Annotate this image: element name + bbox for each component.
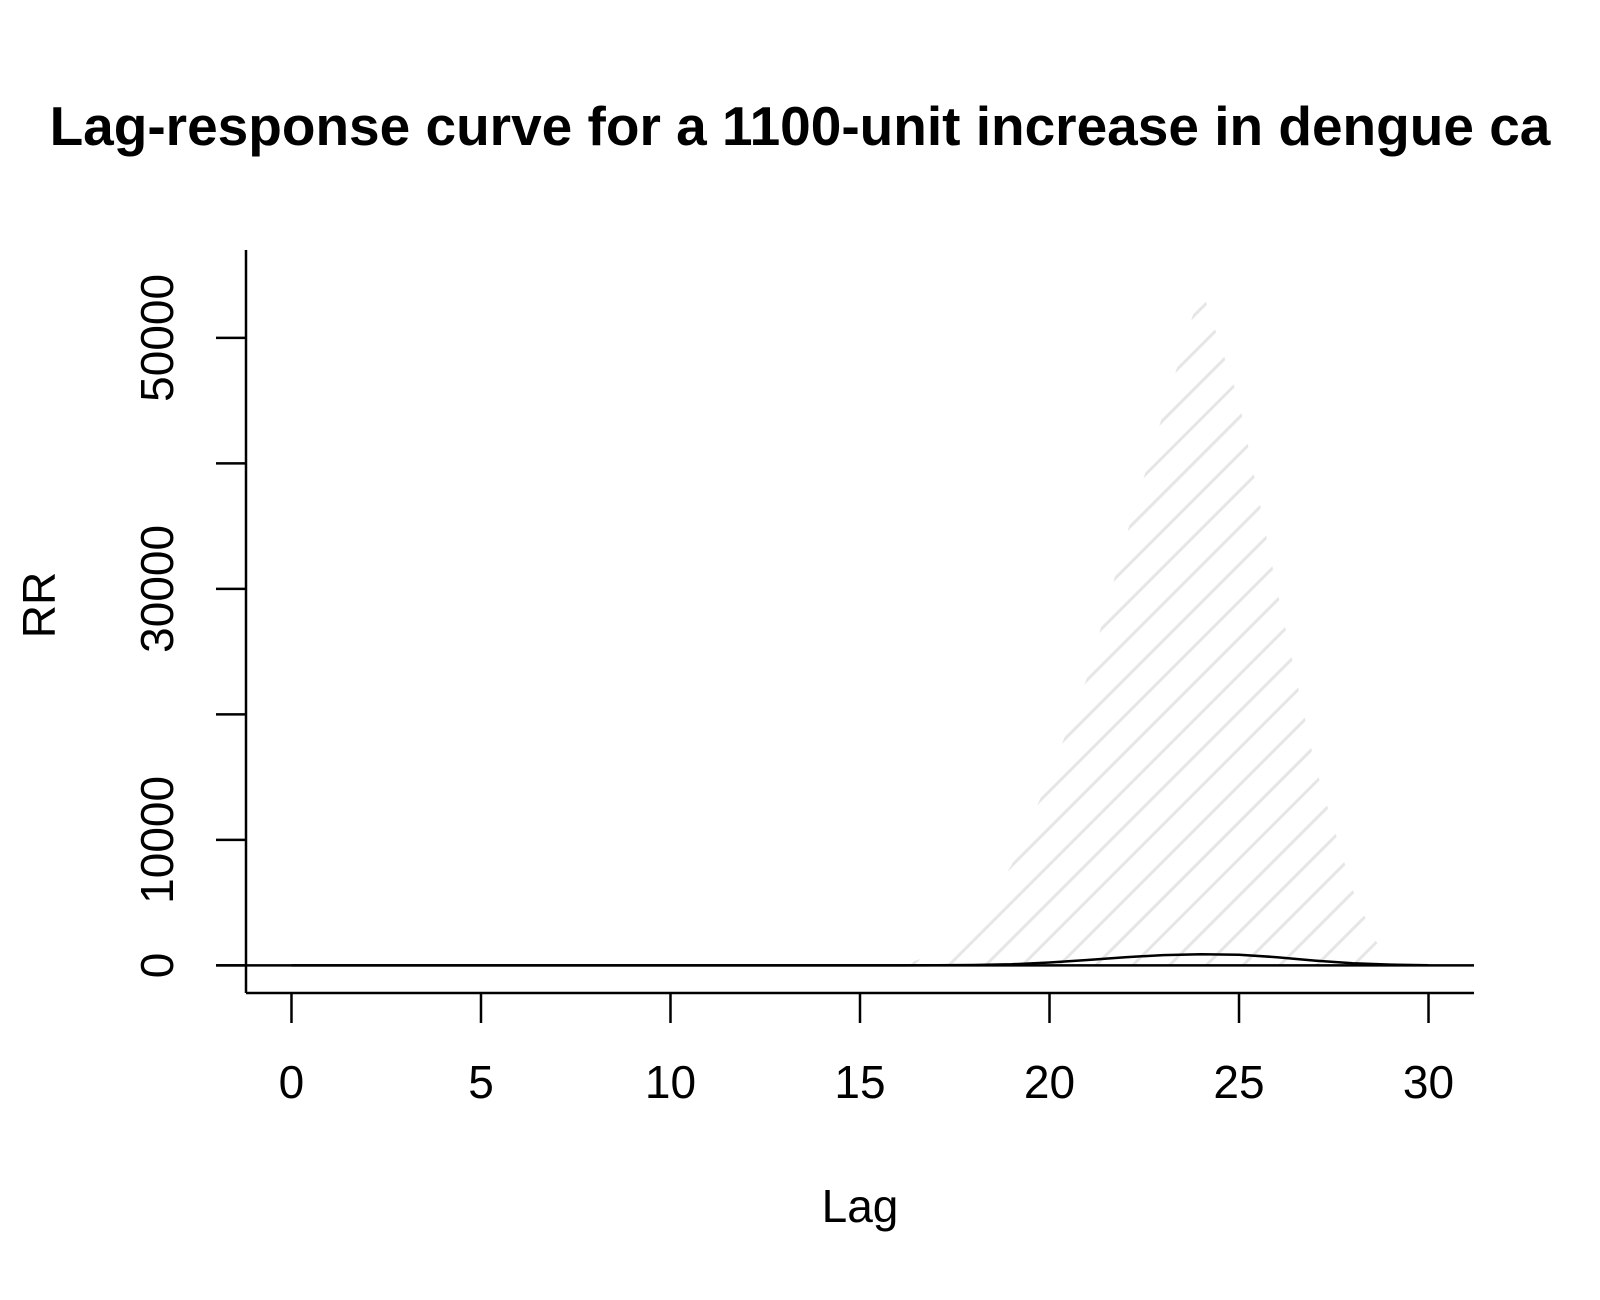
- y-axis-title: RR: [13, 572, 65, 638]
- x-tick-label: 30: [1403, 1056, 1454, 1108]
- y-tick-label: 10000: [131, 776, 183, 904]
- x-tick-label: 10: [645, 1056, 696, 1108]
- y-tick-label: 0: [131, 953, 183, 979]
- x-tick-label: 5: [468, 1056, 494, 1108]
- confidence-band: [890, 287, 1391, 966]
- series-line-0: [291, 952, 1429, 967]
- confidence-band-layer: [890, 287, 1391, 966]
- x-tick-label: 0: [279, 1056, 305, 1108]
- x-axis-ticks: 0 5 10 15 20 25 30: [279, 993, 1454, 1108]
- x-axis-title: Lag: [822, 1180, 899, 1232]
- y-axis-ticks: 0 10000 30000 50000: [131, 274, 246, 978]
- y-tick-label: 50000: [131, 274, 183, 402]
- x-tick-label: 25: [1213, 1056, 1264, 1108]
- x-tick-label: 20: [1024, 1056, 1075, 1108]
- x-tick-label: 15: [834, 1056, 885, 1108]
- series-line-layer: [291, 952, 1429, 967]
- y-tick-label: 30000: [131, 525, 183, 653]
- chart-title: Lag-response curve for a 1100-unit incre…: [50, 95, 1551, 157]
